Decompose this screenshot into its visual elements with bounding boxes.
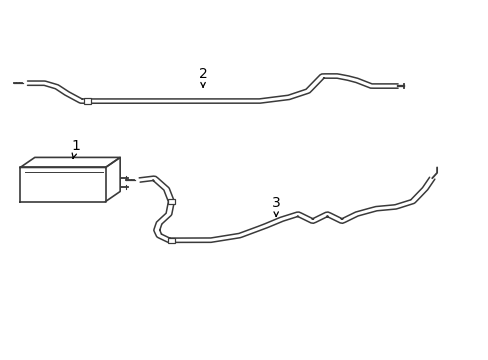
Text: 3: 3 (271, 196, 280, 216)
Bar (167, 238, 175, 243)
Text: 2: 2 (198, 67, 207, 87)
Bar (83, 98, 91, 104)
Bar (167, 199, 175, 204)
Text: 1: 1 (72, 139, 81, 158)
